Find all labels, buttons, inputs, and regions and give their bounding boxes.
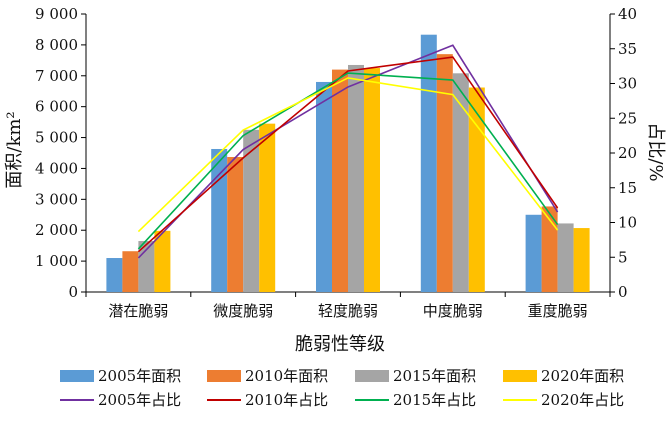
y-tick-label: 9 000 bbox=[35, 5, 78, 23]
y2-tick-label: 25 bbox=[618, 109, 637, 127]
y-tick-label: 6 000 bbox=[35, 98, 78, 116]
legend: 2005年面积 2010年面积 2015年面积 2020年面积 2005年占比 2010年… bbox=[60, 367, 624, 409]
y2-tick-label: 30 bbox=[618, 75, 637, 93]
legend-swatch bbox=[207, 370, 241, 382]
bar bbox=[364, 68, 380, 292]
y2-tick-label: 20 bbox=[618, 144, 637, 162]
bar bbox=[573, 228, 590, 292]
y-tick-label: 2 000 bbox=[35, 221, 78, 239]
y-tick-label: 4 000 bbox=[35, 159, 78, 177]
x-axis-title: 脆弱性等级 bbox=[295, 334, 385, 355]
bar bbox=[436, 54, 453, 293]
x-tick-label: 轻度脆弱 bbox=[318, 302, 378, 320]
bar bbox=[154, 230, 171, 292]
legend-swatch bbox=[60, 370, 94, 382]
y-tick-label: 8 000 bbox=[35, 36, 78, 54]
y-tick-label: 5 000 bbox=[35, 129, 78, 147]
series-line bbox=[137, 77, 559, 233]
bar bbox=[316, 81, 332, 292]
axes: 0 1 000 2 000 3 000 4 000 5 000 6 000 7 000 8 00… bbox=[35, 5, 637, 320]
x-tick-label: 潜在脆弱 bbox=[108, 302, 168, 320]
y-tick-label: 0 bbox=[68, 283, 78, 301]
axis-labels: 脆弱性等级 面积/km² 占比/% bbox=[4, 111, 666, 355]
line-series-group bbox=[137, 44, 559, 259]
bar bbox=[525, 214, 542, 292]
bar bbox=[259, 123, 276, 293]
bar bbox=[332, 69, 348, 292]
bar bbox=[468, 87, 485, 292]
y2-tick-label: 10 bbox=[618, 214, 637, 232]
bar bbox=[348, 64, 364, 292]
x-tick-label: 微度脆弱 bbox=[213, 302, 273, 320]
y-tick-label: 3 000 bbox=[35, 190, 78, 208]
x-tick-label: 重度脆弱 bbox=[528, 302, 588, 320]
bar bbox=[106, 258, 123, 292]
legend-label: 2015年占比 bbox=[393, 391, 476, 409]
legend-label: 2020年面积 bbox=[541, 367, 624, 385]
legend-swatch bbox=[503, 370, 537, 382]
y2-tick-label: 0 bbox=[618, 283, 628, 301]
bar bbox=[243, 129, 260, 292]
series-line bbox=[137, 44, 559, 259]
bar bbox=[557, 223, 574, 292]
bar bbox=[211, 148, 228, 292]
y-tick-label: 1 000 bbox=[35, 252, 78, 270]
series-line bbox=[137, 72, 559, 250]
legend-label: 2020年占比 bbox=[541, 391, 624, 409]
x-tick-label: 中度脆弱 bbox=[423, 302, 483, 320]
legend-label: 2015年面积 bbox=[393, 367, 476, 385]
bar bbox=[420, 34, 437, 292]
bar bbox=[122, 251, 139, 292]
y2-tick-label: 5 bbox=[618, 248, 628, 266]
bar bbox=[452, 73, 469, 292]
y2-axis-title: 占比/% bbox=[645, 122, 666, 181]
series-line bbox=[137, 56, 559, 253]
legend-label: 2010年占比 bbox=[245, 391, 328, 409]
legend-label: 2005年占比 bbox=[98, 391, 181, 409]
bar bbox=[541, 206, 558, 292]
y2-tick-label: 40 bbox=[618, 5, 637, 23]
y2-tick-label: 35 bbox=[618, 40, 637, 58]
bar bbox=[227, 157, 244, 292]
legend-label: 2010年面积 bbox=[245, 367, 328, 385]
y-axis-title: 面积/km² bbox=[4, 111, 25, 188]
y2-tick-label: 15 bbox=[618, 179, 637, 197]
legend-label: 2005年面积 bbox=[98, 367, 181, 385]
legend-swatch bbox=[355, 370, 389, 382]
y-tick-label: 7 000 bbox=[35, 67, 78, 85]
bar-series-group bbox=[106, 34, 590, 293]
